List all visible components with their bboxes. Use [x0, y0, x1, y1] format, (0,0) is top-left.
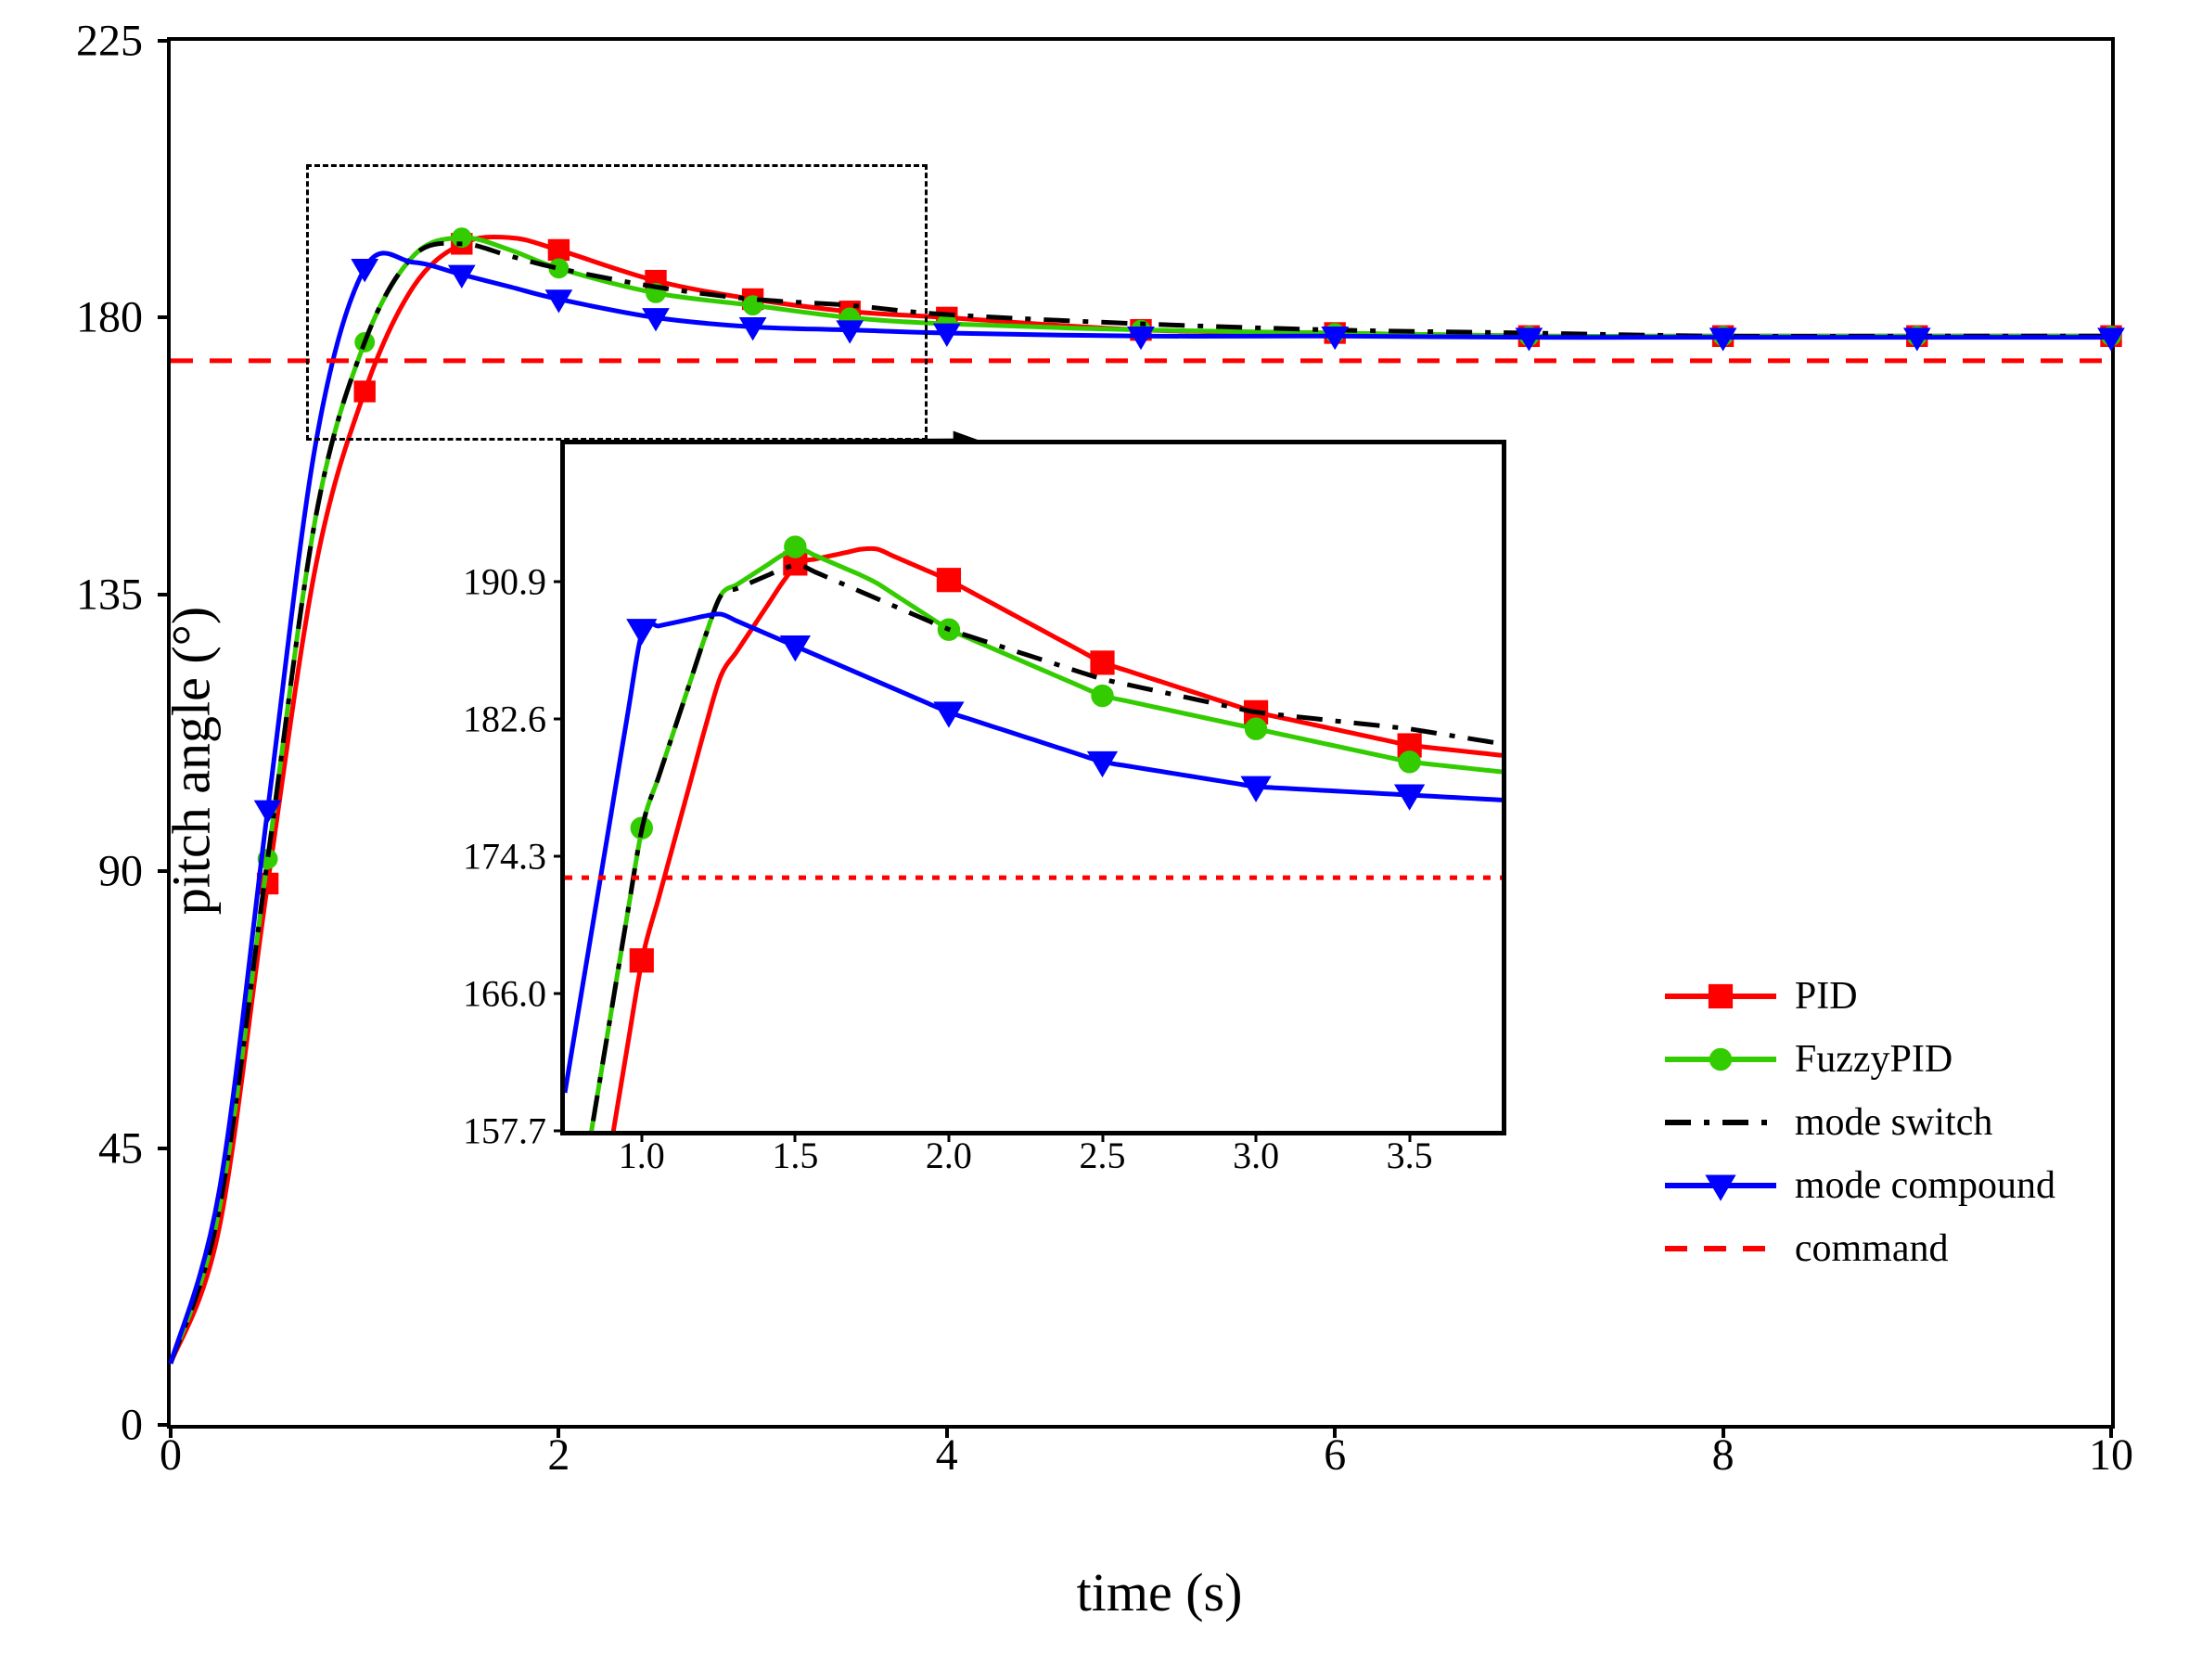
- chart-container: 1.0 1.5 2.0 2.5 3.0 3.5 157.7 166.0 174.3 182.6 19…: [167, 37, 2152, 1484]
- y-tick: [158, 1147, 171, 1150]
- legend: PID FuzzyPID mode switch mode compound comma…: [1665, 970, 2055, 1286]
- inset-plot-area: 1.01.52.02.53.03.5157.7166.0174.3182.619…: [560, 440, 1506, 1135]
- legend-item-pid: PID: [1665, 970, 2055, 1022]
- inset-series-mode-compound: [565, 614, 1502, 1093]
- x-tick-label: 8: [1712, 1430, 1735, 1481]
- legend-swatch: [1665, 1109, 1776, 1136]
- legend-swatch: [1665, 1235, 1776, 1263]
- x-tick-label: 10: [2089, 1430, 2133, 1481]
- y-tick-label: 225: [76, 16, 143, 67]
- inset-y-tick-label: 174.3: [463, 835, 546, 878]
- inset-x-tick-label: 2.5: [1080, 1134, 1126, 1177]
- inset-y-tick-label: 166.0: [463, 972, 546, 1016]
- inset-x-tick-label: 1.0: [619, 1134, 665, 1177]
- inset-y-tick: [554, 993, 565, 995]
- y-axis-label: pitch angle (°): [160, 607, 223, 915]
- legend-label: PID: [1795, 974, 1858, 1019]
- y-tick-label: 90: [98, 846, 143, 897]
- y-tick: [158, 1423, 171, 1427]
- y-tick-label: 45: [98, 1122, 143, 1173]
- x-tick-label: 4: [936, 1430, 958, 1481]
- x-tick-label: 2: [547, 1430, 570, 1481]
- inset-y-tick: [554, 718, 565, 721]
- legend-label: command: [1795, 1226, 1949, 1271]
- x-axis-label: time (s): [1077, 1561, 1243, 1623]
- y-tick: [158, 39, 171, 43]
- inset-y-tick: [554, 581, 565, 584]
- legend-label: FuzzyPID: [1795, 1037, 1952, 1082]
- legend-label: mode switch: [1795, 1100, 1992, 1145]
- inset-y-tick-label: 190.9: [463, 560, 546, 604]
- main-plot-area: 1.0 1.5 2.0 2.5 3.0 3.5 157.7 166.0 174.3 182.6 19…: [167, 37, 2115, 1429]
- legend-swatch: [1665, 1172, 1776, 1199]
- y-tick: [158, 593, 171, 596]
- x-tick-label: 0: [160, 1430, 182, 1481]
- y-tick-label: 0: [121, 1400, 143, 1451]
- legend-item-mode-switch: mode switch: [1665, 1096, 2055, 1148]
- inset-x-tick-label: 1.5: [772, 1134, 818, 1177]
- y-tick-label: 180: [76, 292, 143, 343]
- y-tick: [158, 315, 171, 319]
- legend-swatch: [1665, 982, 1776, 1010]
- legend-item-command: command: [1665, 1223, 2055, 1275]
- legend-item-fuzzypid: FuzzyPID: [1665, 1033, 2055, 1085]
- legend-swatch: [1665, 1045, 1776, 1073]
- legend-item-mode-compound: mode compound: [1665, 1160, 2055, 1212]
- inset-y-tick: [554, 1130, 565, 1133]
- inset-x-tick-label: 2.0: [926, 1134, 972, 1177]
- inset-y-tick-label: 157.7: [463, 1109, 546, 1153]
- legend-label: mode compound: [1795, 1163, 2055, 1208]
- y-tick-label: 135: [76, 569, 143, 620]
- zoom-region-box: [306, 164, 927, 441]
- inset-y-tick: [554, 855, 565, 858]
- inset-x-tick-label: 3.0: [1233, 1134, 1279, 1177]
- inset-svg-canvas: [565, 444, 1502, 1131]
- x-tick-label: 6: [1324, 1430, 1346, 1481]
- inset-y-tick-label: 182.6: [463, 698, 546, 741]
- inset-x-tick-label: 3.5: [1387, 1134, 1433, 1177]
